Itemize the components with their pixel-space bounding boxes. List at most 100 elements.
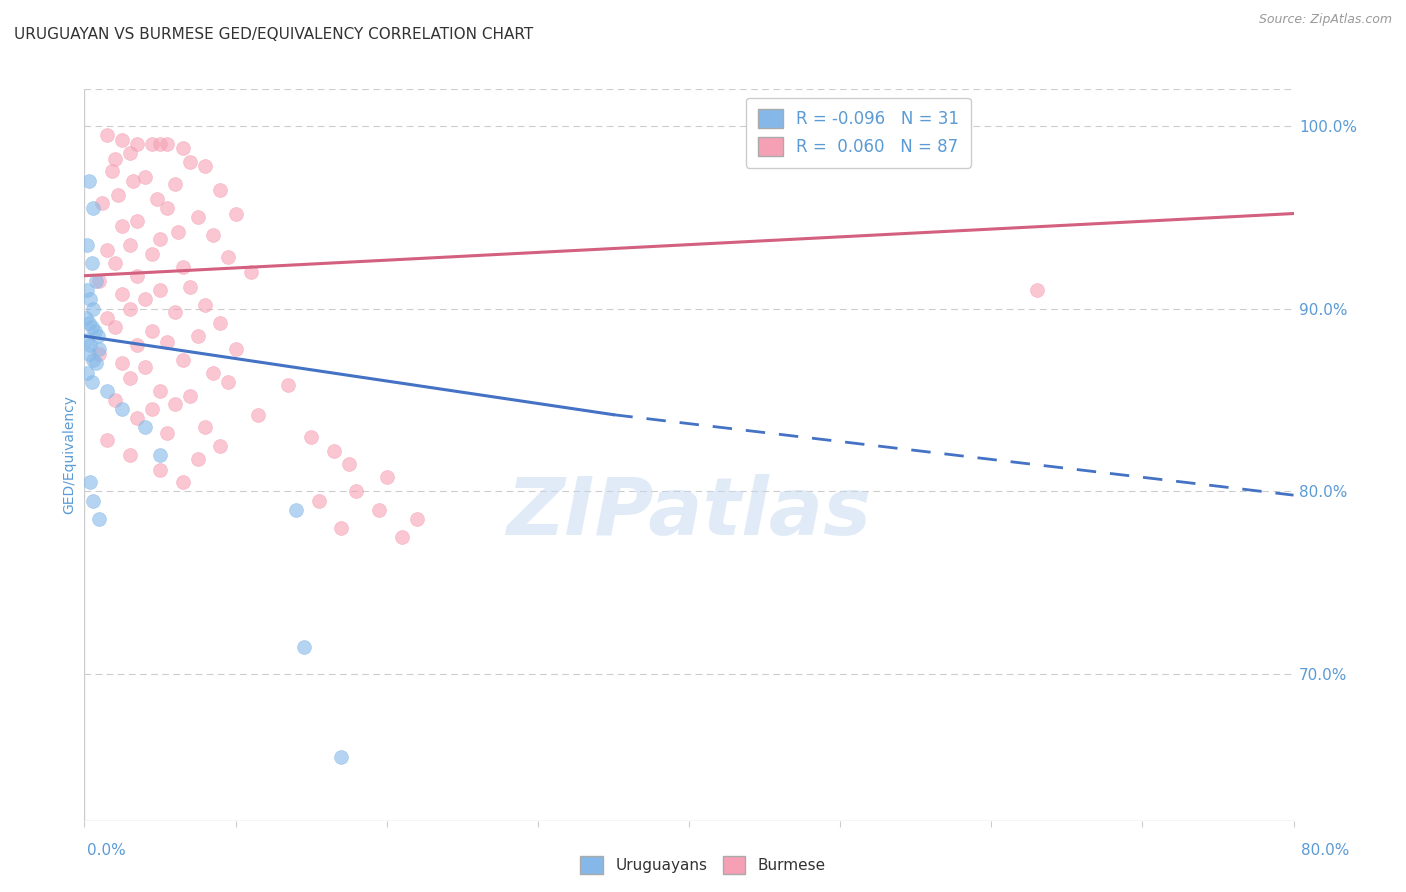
Point (391, 530, 413, 544)
Point (77, 174, 100, 188)
Point (76, 366, 98, 380)
Point (96, 310, 118, 325)
Point (146, 192, 169, 206)
Y-axis label: GED/Equivalency: GED/Equivalency (62, 395, 76, 515)
Point (172, 141, 194, 155)
Point (104, 256, 127, 270)
Point (346, 484, 368, 499)
Point (187, 211, 209, 225)
Point (86, 274, 108, 288)
Point (96, 384, 118, 398)
Point (89, 347, 111, 361)
Point (172, 260, 194, 274)
Point (217, 375, 239, 389)
Point (172, 475, 194, 490)
Point (127, 338, 149, 352)
Point (134, 169, 156, 184)
Point (118, 448, 141, 462)
Point (104, 393, 127, 408)
Point (89, 512, 111, 526)
Point (172, 352, 194, 367)
Point (111, 287, 134, 301)
Point (118, 237, 141, 252)
Point (149, 232, 172, 246)
Point (77, 316, 100, 330)
Point (111, 219, 134, 234)
Point (89, 342, 111, 356)
Text: ZIPatlas: ZIPatlas (506, 475, 872, 552)
Point (277, 378, 299, 392)
Point (127, 411, 149, 425)
Point (156, 201, 179, 215)
Point (76, 284, 98, 298)
Point (82, 301, 104, 316)
Text: URUGUAYAN VS BURMESE GED/EQUIVALENCY CORRELATION CHART: URUGUAYAN VS BURMESE GED/EQUIVALENCY COR… (14, 27, 533, 42)
Point (165, 178, 187, 192)
Point (127, 214, 149, 228)
Point (107, 188, 129, 202)
Point (209, 183, 232, 197)
Point (76, 237, 98, 252)
Point (337, 457, 360, 471)
Point (330, 521, 353, 535)
Point (375, 470, 398, 484)
Point (84, 324, 107, 338)
Point (149, 137, 172, 152)
Point (96, 434, 118, 448)
Point (104, 320, 127, 334)
Point (209, 316, 232, 330)
Point (111, 133, 134, 147)
Point (330, 749, 353, 764)
Point (82, 201, 104, 215)
Point (201, 228, 224, 243)
Point (82, 352, 104, 367)
Point (82, 493, 104, 508)
Point (75, 310, 97, 325)
Point (76, 333, 98, 347)
Text: 80.0%: 80.0% (1302, 843, 1350, 858)
Point (167, 225, 190, 239)
Point (149, 462, 172, 476)
Point (406, 512, 429, 526)
Point (134, 360, 156, 375)
Point (194, 298, 217, 312)
Point (194, 159, 217, 173)
Point (292, 640, 315, 654)
Point (225, 206, 247, 220)
Point (118, 146, 141, 161)
Point (118, 301, 141, 316)
Point (89, 274, 111, 288)
Point (179, 279, 201, 293)
Point (156, 334, 179, 349)
Point (225, 342, 247, 356)
Point (79, 293, 101, 307)
Point (79, 338, 101, 352)
Point (165, 397, 187, 411)
Point (77, 347, 100, 361)
Point (111, 402, 134, 417)
Legend: R = -0.096   N = 31, R =  0.060   N = 87: R = -0.096 N = 31, R = 0.060 N = 87 (747, 97, 970, 168)
Point (187, 329, 209, 343)
Point (134, 293, 156, 307)
Point (100, 164, 122, 178)
Point (194, 420, 217, 434)
Point (165, 305, 187, 319)
Point (86, 357, 108, 371)
Point (1025, 284, 1047, 298)
Point (368, 503, 391, 517)
Point (285, 503, 308, 517)
Point (127, 137, 149, 152)
Point (91, 195, 114, 210)
Point (141, 137, 163, 152)
Point (87, 329, 110, 343)
Point (141, 402, 163, 417)
Point (299, 430, 322, 444)
Point (308, 493, 330, 508)
Point (217, 251, 239, 265)
Point (149, 384, 172, 398)
Point (187, 451, 209, 466)
Point (179, 155, 201, 169)
Point (118, 371, 141, 385)
Point (149, 284, 172, 298)
Point (127, 268, 149, 283)
